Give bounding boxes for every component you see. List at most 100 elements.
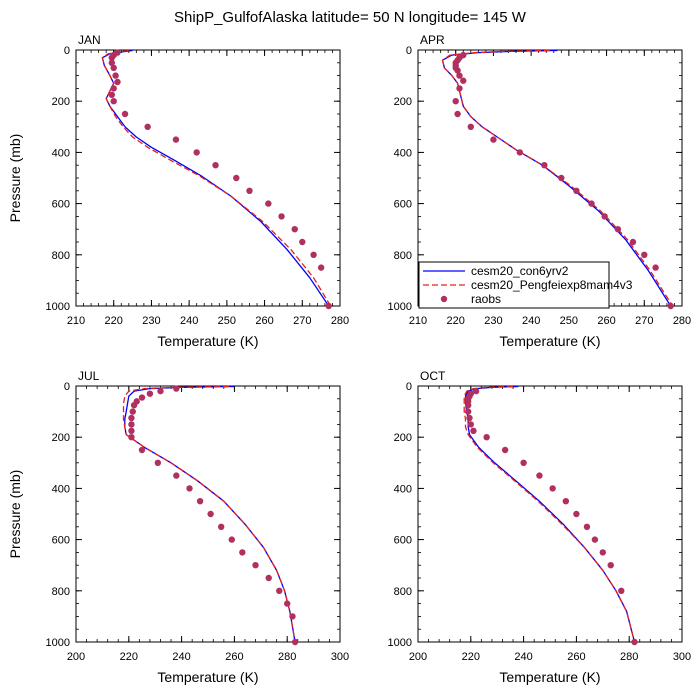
y-axis-title: Pressure (mb) (7, 134, 23, 223)
x-axis-title: Temperature (K) (499, 669, 600, 685)
y-axis-title: Pressure (mb) (7, 470, 23, 559)
y-tick-label: 200 (52, 432, 70, 444)
data-point-raobs (154, 459, 162, 466)
data-point-raobs (265, 200, 272, 207)
data-point-raobs (114, 78, 121, 86)
data-point-raobs (652, 264, 659, 271)
x-tick-label: 300 (331, 651, 349, 663)
x-tick-label: 220 (462, 651, 480, 663)
data-point-raobs (144, 123, 151, 130)
data-point-raobs (291, 226, 298, 233)
x-tick-label: 280 (278, 651, 296, 663)
data-point-raobs (110, 64, 117, 72)
y-tick-label: 0 (64, 381, 70, 393)
x-tick-label: 220 (447, 315, 465, 327)
y-tick-label: 1000 (46, 301, 70, 313)
legend-label: cesm20_con6yrv2 (471, 264, 569, 278)
x-tick-label: 210 (409, 315, 427, 327)
data-point-raobs (601, 213, 608, 220)
x-tick-label: 210 (67, 315, 85, 327)
y-tick-label: 800 (52, 250, 70, 262)
data-point-raobs (108, 91, 116, 99)
x-tick-label: 260 (225, 651, 243, 663)
y-tick-label: 1000 (388, 637, 412, 649)
data-point-raobs (470, 427, 477, 434)
data-point-raobs (467, 421, 474, 428)
x-axis-title: Temperature (K) (157, 669, 258, 685)
data-point-raobs (541, 162, 548, 169)
data-point-raobs (520, 459, 527, 466)
x-tick-label: 300 (673, 651, 691, 663)
x-tick-label: 230 (484, 315, 502, 327)
data-point-raobs (641, 251, 648, 258)
data-point-raobs (233, 174, 240, 182)
data-point-raobs (454, 110, 461, 118)
data-point-raobs (212, 162, 219, 169)
y-tick-label: 200 (394, 96, 412, 108)
figure-title: ShipP_GulfofAlaska latitude= 50 N longit… (174, 9, 527, 26)
data-point-raobs (454, 67, 461, 74)
data-point-raobs (128, 421, 135, 428)
data-point-raobs (456, 85, 463, 92)
data-point-raobs (501, 446, 509, 454)
y-tick-label: 600 (394, 535, 412, 547)
data-point-raobs (129, 408, 136, 415)
y-tick-label: 200 (394, 432, 412, 444)
data-point-raobs (490, 136, 497, 143)
data-point-raobs (138, 394, 146, 401)
data-point-raobs (618, 587, 625, 594)
data-point-raobs (173, 385, 180, 392)
y-tick-label: 800 (52, 586, 70, 598)
series-line-pengfeiexp8mam4v3 (441, 49, 674, 307)
y-tick-label: 600 (394, 199, 412, 211)
data-point-raobs (252, 562, 259, 569)
x-tick-label: 250 (218, 315, 236, 327)
data-point-raobs (614, 226, 622, 233)
data-point-raobs (631, 638, 638, 646)
y-tick-label: 600 (52, 199, 70, 211)
y-tick-label: 200 (52, 96, 70, 108)
panels-group: 210 220 230 240 250 260 270 280 0 200 400 600 800 100… (7, 33, 691, 685)
data-point-raobs (483, 434, 490, 441)
data-point-raobs (146, 390, 154, 397)
y-tick-label: 0 (64, 45, 70, 57)
data-point-raobs (607, 562, 614, 569)
legend-symbol-dot (440, 295, 448, 303)
data-point-raobs (317, 264, 325, 271)
data-point-raobs (128, 434, 135, 441)
data-point-raobs (549, 485, 556, 492)
plot-frame (417, 385, 683, 643)
data-point-raobs (299, 238, 306, 246)
series-line-con6yrv2 (464, 385, 636, 643)
panel-title: JUL (78, 369, 100, 383)
data-point-raobs (228, 536, 235, 543)
data-point-raobs (456, 72, 463, 79)
data-point-raobs (325, 302, 332, 310)
x-tick-label: 240 (180, 315, 198, 327)
x-tick-label: 240 (522, 315, 540, 327)
x-tick-label: 280 (331, 315, 349, 327)
data-point-raobs (157, 387, 164, 395)
data-point-raobs (558, 174, 565, 182)
legend-label: cesm20_Pengfeiexp8mam4v3 (471, 278, 633, 292)
y-tick-label: 0 (406, 45, 412, 57)
data-point-raobs (193, 149, 200, 156)
data-point-raobs (196, 498, 204, 505)
data-point-raobs (591, 536, 599, 543)
x-tick-label: 260 (567, 651, 585, 663)
data-point-raobs (472, 387, 480, 395)
x-tick-label: 270 (635, 315, 653, 327)
data-point-raobs (291, 638, 299, 646)
y-tick-label: 1000 (388, 301, 412, 313)
data-point-raobs (108, 59, 116, 66)
data-point-raobs (239, 549, 246, 556)
data-point-raobs (573, 187, 580, 194)
data-point-raobs (172, 136, 180, 143)
data-point-raobs (110, 85, 117, 92)
data-point-raobs (536, 472, 543, 479)
data-point-raobs (464, 402, 472, 409)
data-point-raobs (466, 414, 473, 422)
x-axis-title: Temperature (K) (157, 333, 258, 349)
data-point-raobs (128, 427, 135, 434)
x-tick-label: 200 (409, 651, 427, 663)
